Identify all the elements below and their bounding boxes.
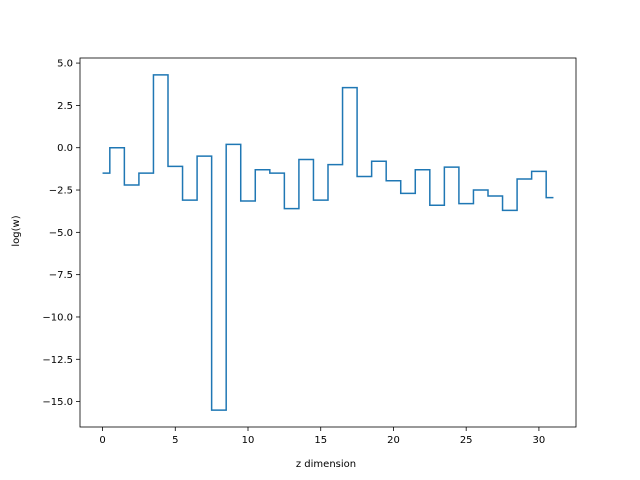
y-tick-label: 0.0 [57, 143, 73, 154]
y-axis-label: log(w) [11, 215, 22, 246]
x-tick-label: 0 [99, 435, 105, 446]
series-layer [102, 74, 554, 411]
x-tick-label: 10 [242, 435, 255, 446]
y-axis-ticks: 5.0 2.5 0.0 −2.5 −5.0 −7.5 −10.0 −12.5 −15.0 [42, 59, 80, 408]
x-tick-label: 15 [314, 435, 327, 446]
y-tick-label: −5.0 [49, 228, 73, 239]
y-tick-label: −10.0 [42, 312, 73, 323]
x-tick-label: 5 [172, 435, 178, 446]
y-tick-label: −12.5 [42, 355, 73, 366]
y-tick-label: −7.5 [49, 270, 73, 281]
axes-frame [79, 57, 577, 428]
y-tick-label: −2.5 [49, 186, 73, 197]
x-axis-label: z dimension [296, 459, 356, 470]
y-tick-label: 2.5 [57, 101, 73, 112]
x-axis-ticks: 0 5 10 15 20 25 30 [99, 427, 545, 446]
x-tick-label: 30 [533, 435, 546, 446]
y-tick-label: −15.0 [42, 397, 73, 408]
x-tick-label: 20 [387, 435, 400, 446]
plot-area [79, 57, 577, 428]
y-tick-label: 5.0 [57, 59, 73, 70]
series-line [102, 74, 554, 411]
x-tick-label: 25 [460, 435, 473, 446]
